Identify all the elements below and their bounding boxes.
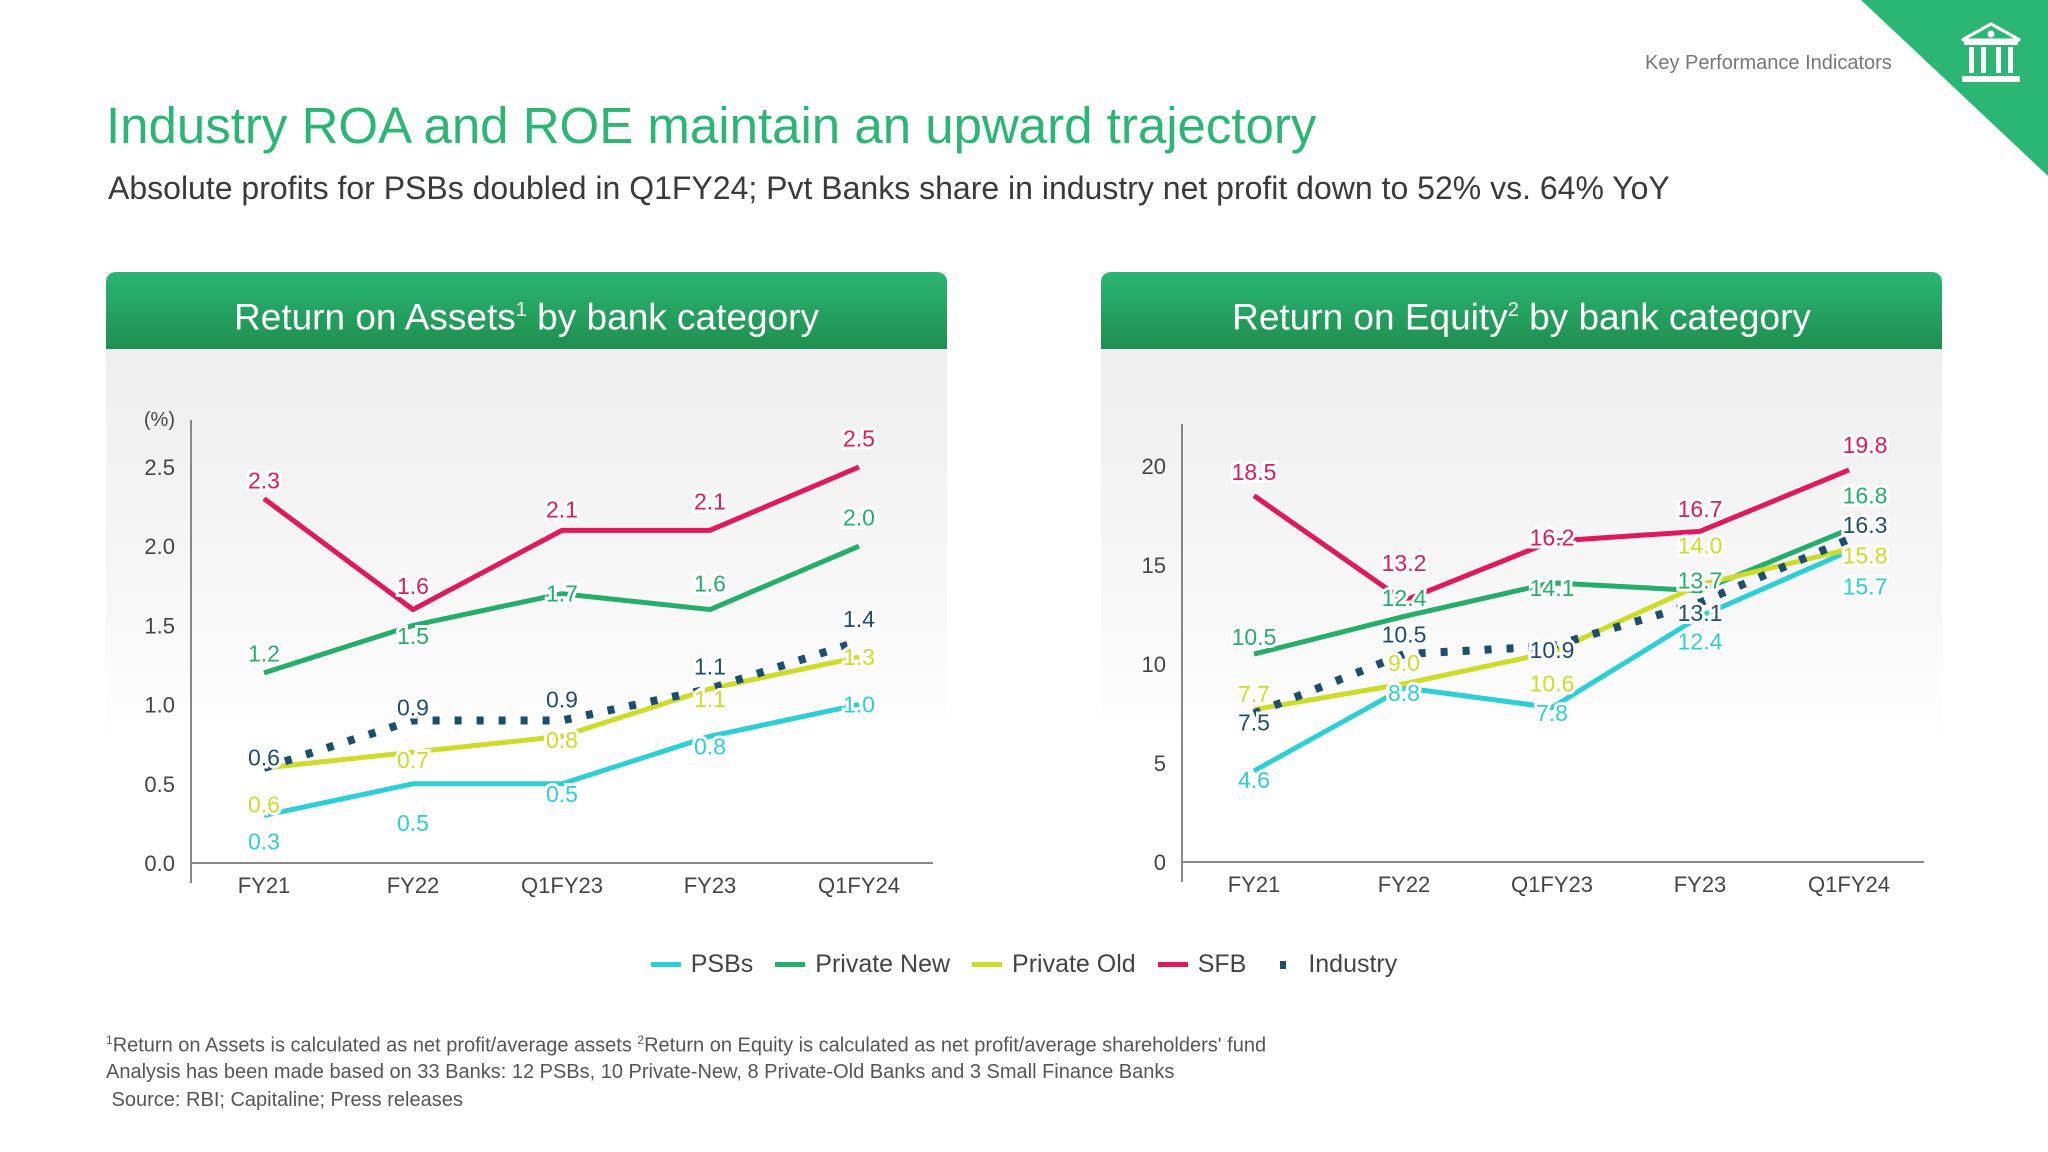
legend-label: Industry xyxy=(1308,950,1398,978)
roe-title-footnote-mark: 2 xyxy=(1507,299,1519,321)
legend-swatch xyxy=(1157,962,1188,967)
roa-title-text: Return on Assets xyxy=(234,296,516,338)
section-label: Key Performance Indicators xyxy=(1645,52,1892,74)
footnote-analysis: Analysis has been made based on 33 Banks… xyxy=(106,1061,1175,1083)
legend-swatch xyxy=(650,962,681,967)
legend-label: PSBs xyxy=(690,950,754,978)
roe-chart-title: Return on Equity2 by bank category xyxy=(1101,272,1942,349)
footnote-roa: Return on Assets is calculated as net pr… xyxy=(112,1034,638,1057)
legend-label: SFB xyxy=(1197,950,1247,978)
page-title: Industry ROA and ROE maintain an upward … xyxy=(106,97,1317,154)
chart-legend: PSBs Private New Private Old SFB Industr… xyxy=(0,950,2048,979)
legend-item-psbs: PSBs xyxy=(650,950,754,979)
footnote-definitions: 1Return on Assets is calculated as net p… xyxy=(106,1033,1266,1058)
legend-item-private-old: Private Old xyxy=(972,950,1136,979)
roe-chart-panel: Return on Equity2 by bank category xyxy=(1101,272,1942,912)
legend-swatch xyxy=(1280,960,1287,969)
roa-title-footnote-mark: 1 xyxy=(515,299,527,321)
page-subtitle: Absolute profits for PSBs doubled in Q1F… xyxy=(108,170,1670,206)
footnote-roe: Return on Equity is calculated as net pr… xyxy=(644,1034,1267,1057)
legend-item-industry: Industry xyxy=(1268,950,1397,979)
legend-item-sfb: SFB xyxy=(1157,950,1247,979)
roa-chart-title: Return on Assets1 by bank category xyxy=(106,272,947,349)
corner-accent-triangle xyxy=(1861,0,2048,176)
legend-label: Private Old xyxy=(1012,950,1136,978)
footnote-source: Source: RBI; Capitaline; Press releases xyxy=(106,1089,463,1111)
legend-item-private-new: Private New xyxy=(775,950,950,979)
footnote-mark: 2 xyxy=(637,1033,645,1047)
footnote-mark: 1 xyxy=(106,1033,113,1047)
bank-building-icon xyxy=(1961,22,2021,82)
legend-swatch xyxy=(775,962,806,967)
legend-swatch xyxy=(972,962,1003,967)
roa-title-suffix: by bank category xyxy=(526,296,819,338)
roe-title-text: Return on Equity xyxy=(1232,296,1508,338)
roe-title-suffix: by bank category xyxy=(1518,296,1811,338)
roa-chart-panel: Return on Assets1 by bank category xyxy=(106,272,947,912)
legend-label: Private New xyxy=(815,950,951,978)
